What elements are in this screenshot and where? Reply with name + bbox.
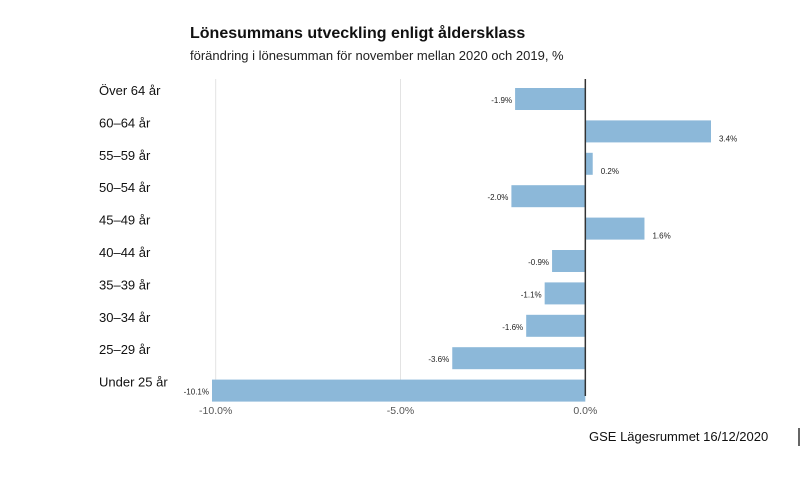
- source-note: GSE Lägesrummet 16/12/2020: [589, 429, 768, 444]
- category-label: 25–29 år: [99, 342, 151, 357]
- category-label: Under 25 år: [99, 375, 168, 390]
- data-label: -3.6%: [428, 355, 449, 364]
- data-label: -1.9%: [491, 96, 512, 105]
- bar: [544, 282, 586, 305]
- data-label: -0.9%: [528, 258, 549, 267]
- data-labels: -1.9% 3.4% 0.2% -2.0% 1.6% -0.9% -1.1% -1.6% -3.…: [184, 96, 738, 397]
- category-label: 55–59 år: [99, 148, 151, 163]
- bar: [585, 217, 645, 240]
- category-label: 60–64 år: [99, 115, 151, 130]
- bar: [212, 379, 586, 402]
- data-label: 0.2%: [601, 167, 619, 176]
- data-label: -1.1%: [521, 290, 542, 299]
- bar: [511, 185, 586, 208]
- x-tick-label: -5.0%: [387, 405, 414, 417]
- data-label: -10.1%: [184, 388, 209, 397]
- x-tick-label: -10.0%: [199, 405, 232, 417]
- data-label: 3.4%: [719, 134, 737, 143]
- bars: [212, 88, 711, 402]
- category-label: Över 64 år: [99, 83, 161, 98]
- category-labels: Över 64 år 60–64 år 55–59 år 50–54 år 45–49 …: [99, 83, 168, 390]
- category-label: 50–54 år: [99, 180, 151, 195]
- chart-subtitle: förändring i lönesumman för november mel…: [190, 48, 564, 63]
- category-label: 30–34 år: [99, 310, 151, 325]
- category-label: 40–44 år: [99, 245, 151, 260]
- bar: [585, 120, 711, 143]
- bar: [552, 250, 586, 272]
- data-label: 1.6%: [652, 232, 670, 241]
- data-label: -1.6%: [502, 323, 523, 332]
- x-tick-label: 0.0%: [573, 405, 597, 417]
- bar: [452, 347, 586, 370]
- x-tick-labels: -10.0% -5.0% 0.0%: [199, 405, 597, 417]
- bar: [515, 88, 586, 110]
- gridlines: [215, 79, 402, 396]
- bar: [526, 314, 586, 337]
- bar: [585, 152, 593, 175]
- data-label: -2.0%: [487, 193, 508, 202]
- chart-title: Lönesummans utveckling enligt åldersklas…: [190, 24, 525, 42]
- category-label: 45–49 år: [99, 213, 151, 228]
- category-label: 35–39 år: [99, 277, 151, 292]
